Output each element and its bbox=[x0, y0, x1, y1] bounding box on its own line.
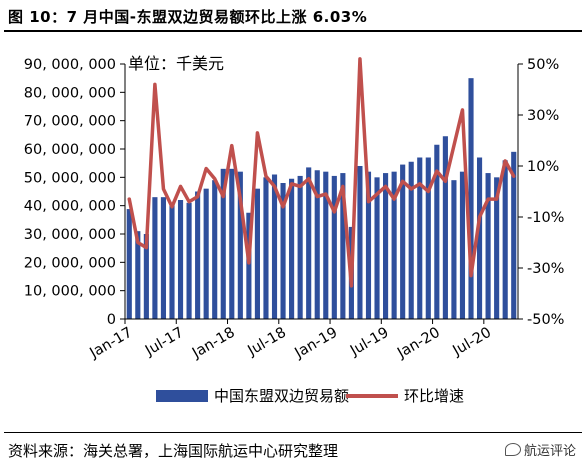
y-tick-label: 40, 000, 000 bbox=[24, 199, 116, 215]
bar bbox=[212, 180, 218, 319]
brand-badge: 航运评论 bbox=[504, 440, 576, 459]
x-tick-label: Jul-20 bbox=[450, 325, 495, 360]
y-tick-label: 60, 000, 000 bbox=[24, 142, 116, 158]
bar bbox=[203, 188, 209, 319]
bar bbox=[468, 78, 474, 319]
legend-line-label: 环比增速 bbox=[404, 387, 464, 405]
y-tick-label: 20, 000, 000 bbox=[24, 255, 116, 271]
bar bbox=[195, 191, 201, 319]
y-tick-label: 0 bbox=[107, 312, 116, 328]
bar bbox=[502, 160, 508, 319]
bar bbox=[237, 171, 243, 319]
bar bbox=[511, 151, 517, 319]
x-tick-label: Jan-18 bbox=[189, 325, 238, 362]
bar bbox=[177, 200, 184, 319]
figure-title: 图 10：7 月中国-东盟双边贸易额环比上涨 6.03% bbox=[8, 8, 368, 26]
bar bbox=[365, 171, 372, 319]
x-tick-label: Jul-19 bbox=[347, 325, 392, 360]
x-tick-label: Jan-20 bbox=[394, 325, 443, 362]
source-note: 资料来源：海关总署，上海国际航运中心研究整理 bbox=[8, 442, 339, 460]
bar bbox=[425, 157, 431, 319]
bar bbox=[271, 174, 278, 319]
bar bbox=[263, 177, 269, 319]
bar bbox=[289, 178, 295, 319]
legend-bar-swatch bbox=[156, 390, 208, 402]
y2-tick-label: 10% bbox=[527, 159, 559, 175]
bar bbox=[254, 188, 260, 319]
bar bbox=[374, 177, 380, 319]
bar bbox=[314, 170, 320, 319]
bar bbox=[169, 202, 175, 319]
bar bbox=[417, 157, 423, 319]
y-tick-label: 30, 000, 000 bbox=[24, 227, 116, 243]
bar bbox=[459, 171, 466, 319]
brand-label: 航运评论 bbox=[523, 444, 576, 459]
bar bbox=[400, 164, 406, 319]
x-tick-label: Jan-17 bbox=[87, 325, 136, 362]
chart-area: 0 10, 000, 000 20, 000, 000 30, 000, 000 40,… bbox=[0, 36, 586, 432]
y2-tick-label: -50% bbox=[527, 312, 564, 328]
bar bbox=[306, 167, 312, 319]
bar bbox=[143, 234, 149, 319]
bar bbox=[451, 180, 457, 319]
bar bbox=[434, 144, 440, 319]
y-tick-label: 10, 000, 000 bbox=[24, 284, 116, 300]
bar bbox=[323, 171, 329, 319]
x-tick-label: Jan-19 bbox=[292, 325, 341, 362]
bar bbox=[331, 175, 337, 319]
bars-layer bbox=[126, 78, 517, 319]
bar bbox=[357, 166, 363, 319]
bar bbox=[220, 168, 226, 319]
y-tick-label: 90, 000, 000 bbox=[24, 57, 116, 73]
trade-chart: 0 10, 000, 000 20, 000, 000 30, 000, 000 40,… bbox=[24, 54, 565, 405]
bar bbox=[383, 173, 389, 319]
y-tick-label: 70, 000, 000 bbox=[24, 114, 116, 130]
growth-rate-line bbox=[127, 57, 516, 288]
bar bbox=[408, 161, 414, 319]
bar bbox=[340, 173, 346, 319]
bar bbox=[186, 202, 192, 319]
bar bbox=[126, 209, 132, 319]
bar bbox=[485, 173, 491, 319]
y-tick-label: 50, 000, 000 bbox=[24, 170, 116, 186]
bottom-rule bbox=[4, 432, 582, 433]
legend: 中国东盟双边贸易额 环比增速 bbox=[156, 387, 464, 405]
bar bbox=[442, 136, 448, 319]
y-tick-label: 80, 000, 000 bbox=[24, 85, 116, 101]
bar bbox=[494, 177, 500, 319]
y2-tick-label: -30% bbox=[527, 261, 564, 277]
x-tick-label: Jul-17 bbox=[142, 325, 187, 360]
top-rule bbox=[4, 30, 582, 32]
bar bbox=[229, 168, 235, 319]
legend-bar-label: 中国东盟双边贸易额 bbox=[214, 387, 349, 405]
bar bbox=[160, 197, 167, 319]
y2-tick-label: 30% bbox=[527, 108, 559, 124]
bar bbox=[280, 183, 286, 319]
bar bbox=[391, 171, 397, 319]
bar bbox=[297, 175, 303, 319]
bar bbox=[135, 231, 141, 319]
line-layer bbox=[127, 57, 516, 288]
y2-tick-label: -10% bbox=[527, 210, 564, 226]
bar bbox=[246, 212, 252, 319]
axes-layer: 0 10, 000, 000 20, 000, 000 30, 000, 000 40,… bbox=[24, 57, 565, 362]
y2-tick-label: 50% bbox=[527, 57, 559, 73]
bar bbox=[152, 197, 158, 319]
unit-label: 单位：千美元 bbox=[128, 54, 224, 73]
chat-bubble-icon bbox=[504, 443, 521, 456]
bar bbox=[476, 157, 483, 319]
x-tick-label: Jul-18 bbox=[245, 325, 290, 360]
